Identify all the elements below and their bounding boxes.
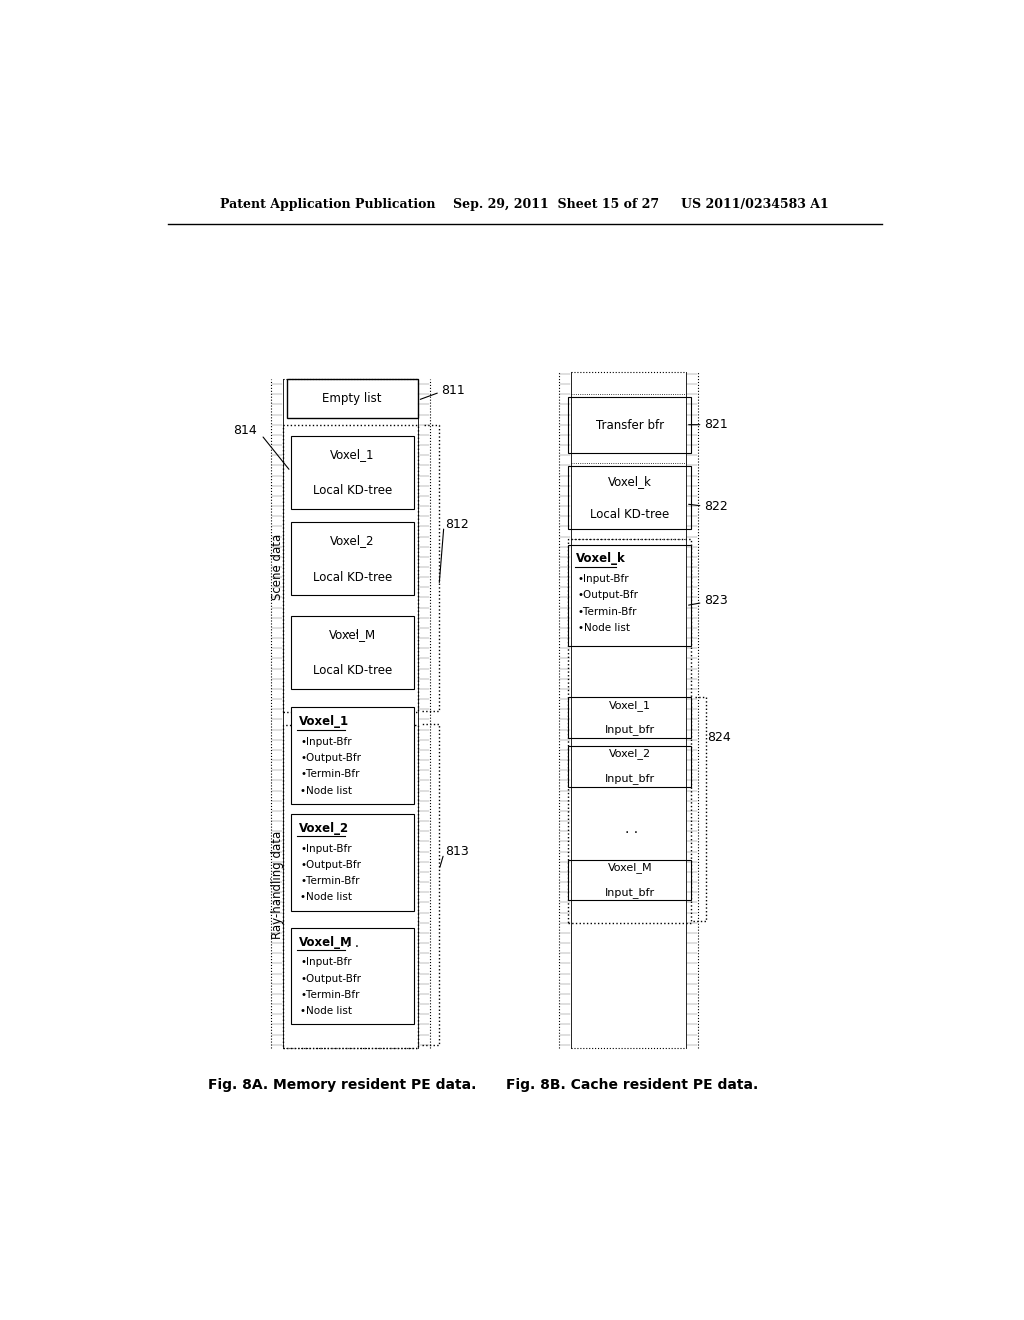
Text: •Input-Bfr: •Input-Bfr xyxy=(300,737,352,747)
Text: Voxel_M: Voxel_M xyxy=(299,936,352,949)
Text: Empty list: Empty list xyxy=(323,392,382,405)
Text: Local KD-tree: Local KD-tree xyxy=(590,508,670,520)
FancyBboxPatch shape xyxy=(291,436,414,510)
FancyBboxPatch shape xyxy=(291,616,414,689)
Text: •Termin-Bfr: •Termin-Bfr xyxy=(300,876,359,886)
Text: Voxel_1: Voxel_1 xyxy=(299,715,349,729)
Text: 821: 821 xyxy=(705,418,728,432)
Text: 822: 822 xyxy=(705,499,728,512)
Text: 814: 814 xyxy=(232,424,257,437)
Text: Voxel_1: Voxel_1 xyxy=(330,447,375,461)
Text: •Output-Bfr: •Output-Bfr xyxy=(578,590,639,601)
FancyBboxPatch shape xyxy=(568,397,691,453)
Text: Input_bfr: Input_bfr xyxy=(605,887,655,898)
FancyBboxPatch shape xyxy=(291,523,414,595)
Text: Voxel_1: Voxel_1 xyxy=(609,700,651,710)
Text: •Termin-Bfr: •Termin-Bfr xyxy=(300,990,359,999)
Text: 824: 824 xyxy=(708,731,731,744)
Text: Voxel_M: Voxel_M xyxy=(607,862,652,874)
Text: •Node list: •Node list xyxy=(300,892,352,903)
FancyBboxPatch shape xyxy=(568,539,691,923)
Text: Transfer bfr: Transfer bfr xyxy=(596,418,664,432)
FancyBboxPatch shape xyxy=(291,814,414,911)
FancyBboxPatch shape xyxy=(291,708,414,804)
Text: •Input-Bfr: •Input-Bfr xyxy=(300,957,352,968)
Text: •Node list: •Node list xyxy=(300,785,352,796)
Text: Scene data: Scene data xyxy=(270,533,284,601)
Text: Voxel_k: Voxel_k xyxy=(577,552,626,565)
Text: •Output-Bfr: •Output-Bfr xyxy=(300,974,361,983)
Text: Local KD-tree: Local KD-tree xyxy=(312,664,392,677)
Text: Fig. 8A. Memory resident PE data.: Fig. 8A. Memory resident PE data. xyxy=(208,1078,476,1093)
Text: Voxel_2: Voxel_2 xyxy=(330,535,375,546)
Text: Voxel_2: Voxel_2 xyxy=(609,748,651,759)
Text: . .: . . xyxy=(626,822,639,837)
FancyBboxPatch shape xyxy=(283,425,418,713)
Text: Voxel_k: Voxel_k xyxy=(608,475,652,488)
Text: •Termin-Bfr: •Termin-Bfr xyxy=(300,770,359,779)
Text: . .: . . xyxy=(346,623,359,638)
Text: •Output-Bfr: •Output-Bfr xyxy=(300,859,361,870)
Text: 813: 813 xyxy=(445,845,469,858)
Text: 811: 811 xyxy=(441,384,465,396)
FancyBboxPatch shape xyxy=(568,859,691,900)
FancyBboxPatch shape xyxy=(283,725,418,1048)
Text: Voxel_M: Voxel_M xyxy=(329,627,376,640)
Text: Local KD-tree: Local KD-tree xyxy=(312,570,392,583)
Text: •Node list: •Node list xyxy=(578,623,630,634)
Text: •Input-Bfr: •Input-Bfr xyxy=(300,843,352,854)
FancyBboxPatch shape xyxy=(291,928,414,1024)
FancyBboxPatch shape xyxy=(287,379,418,417)
Text: Patent Application Publication    Sep. 29, 2011  Sheet 15 of 27     US 2011/0234: Patent Application Publication Sep. 29, … xyxy=(220,198,829,211)
Text: Input_bfr: Input_bfr xyxy=(605,774,655,784)
Text: . .: . . xyxy=(346,936,359,950)
Text: •Input-Bfr: •Input-Bfr xyxy=(578,574,630,585)
FancyBboxPatch shape xyxy=(568,746,691,787)
Text: 812: 812 xyxy=(445,517,469,531)
FancyBboxPatch shape xyxy=(568,466,691,529)
Text: •Termin-Bfr: •Termin-Bfr xyxy=(578,607,638,616)
FancyBboxPatch shape xyxy=(568,697,691,738)
Text: 823: 823 xyxy=(705,594,728,607)
Text: •Node list: •Node list xyxy=(300,1006,352,1016)
Text: Local KD-tree: Local KD-tree xyxy=(312,484,392,498)
Text: Voxel_2: Voxel_2 xyxy=(299,822,349,834)
Text: Input_bfr: Input_bfr xyxy=(605,725,655,735)
Text: Fig. 8B. Cache resident PE data.: Fig. 8B. Cache resident PE data. xyxy=(506,1078,758,1093)
Text: •Output-Bfr: •Output-Bfr xyxy=(300,754,361,763)
Text: Ray-handling data: Ray-handling data xyxy=(270,832,284,940)
FancyBboxPatch shape xyxy=(568,545,691,647)
